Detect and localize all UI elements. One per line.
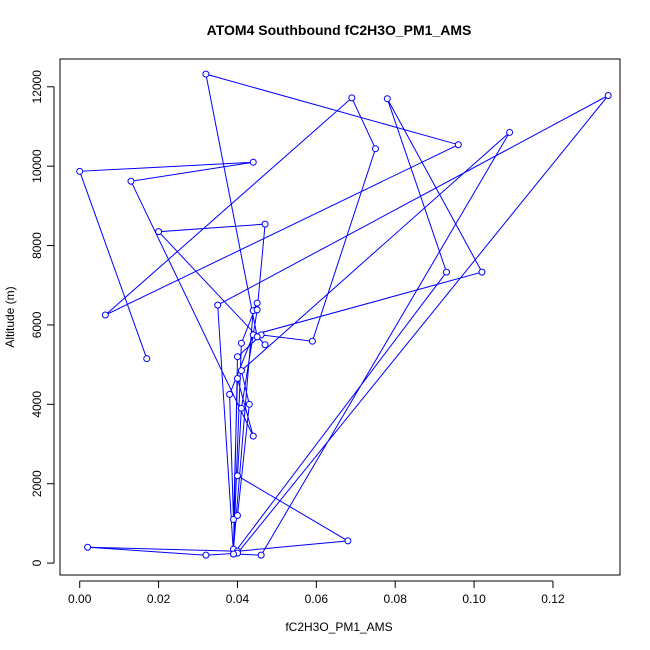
data-point: [604, 92, 612, 100]
x-axis-label: fC2H3O_PM1_AMS: [285, 620, 392, 634]
y-tick-label: 10000: [30, 149, 44, 183]
y-tick-label: 12000: [30, 70, 44, 104]
data-point: [202, 70, 210, 78]
x-tick-label: 0.06: [305, 592, 329, 606]
data-point: [233, 353, 241, 361]
data-point: [442, 268, 450, 276]
data-point: [253, 333, 261, 341]
y-axis-label: Altitude (m): [3, 286, 17, 347]
data-point: [237, 404, 245, 412]
data-point: [233, 375, 241, 383]
data-point: [371, 145, 379, 153]
data-point: [348, 94, 356, 102]
data-point: [233, 511, 241, 519]
data-point: [233, 472, 241, 480]
data-point: [383, 95, 391, 103]
x-tick-label: 0.08: [384, 592, 408, 606]
data-point: [478, 268, 486, 276]
x-tick-label: 0.12: [541, 592, 565, 606]
y-tick-label: 0: [30, 559, 44, 566]
x-tick-label: 0.02: [147, 592, 171, 606]
y-axis: 0 2000 4000 6000 8000 10000 12000: [30, 70, 55, 566]
y-tick-label: 2000: [30, 470, 44, 497]
x-tick-label: 0.10: [462, 592, 486, 606]
y-tick-label: 6000: [30, 311, 44, 338]
data-point: [155, 228, 163, 236]
data-point: [506, 128, 514, 136]
data-point: [249, 432, 257, 440]
data-point: [454, 141, 462, 149]
y-tick-label: 8000: [30, 232, 44, 259]
data-point: [214, 301, 222, 309]
x-tick-label: 0.00: [68, 592, 92, 606]
chart-title: ATOM4 Southbound fC2H3O_PM1_AMS: [207, 22, 472, 38]
data-point: [257, 551, 265, 559]
data-point: [261, 220, 269, 228]
data-point: [237, 367, 245, 375]
data-point: [143, 355, 151, 363]
data-point: [249, 158, 257, 166]
data-point: [230, 550, 238, 558]
data-point: [84, 543, 92, 551]
x-axis: 0.00 0.02 0.04 0.06 0.08 0.10 0.12: [68, 580, 565, 606]
data-point: [76, 167, 84, 175]
data-point: [245, 400, 253, 408]
series-layer: [76, 70, 612, 559]
x-tick-label: 0.04: [226, 592, 250, 606]
plot-frame: [59, 58, 621, 576]
y-tick-label: 4000: [30, 391, 44, 418]
data-point: [253, 299, 261, 307]
data-point: [101, 311, 109, 319]
data-point: [261, 341, 269, 349]
data-point: [344, 537, 352, 545]
data-point: [308, 337, 316, 345]
data-point: [237, 339, 245, 347]
data-point: [253, 306, 261, 314]
data-point: [127, 177, 135, 185]
data-point: [226, 390, 234, 398]
data-point: [202, 551, 210, 559]
